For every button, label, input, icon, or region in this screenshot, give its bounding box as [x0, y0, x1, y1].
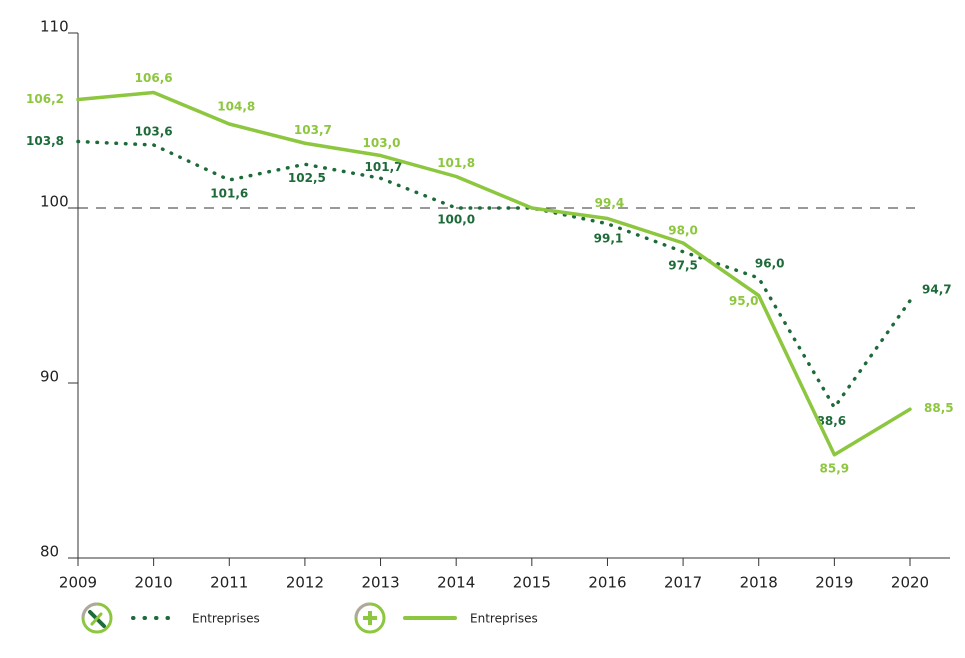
value-label: 88,6 — [817, 414, 847, 428]
value-label: 103,8 — [26, 134, 64, 148]
value-label: 94,7 — [922, 282, 952, 296]
value-label: 101,8 — [437, 156, 475, 170]
x-tick-label: 2014 — [437, 574, 475, 592]
x-tick-label: 2009 — [59, 574, 97, 592]
x-tick-label: 2015 — [513, 574, 551, 592]
value-label: 96,0 — [755, 257, 785, 271]
value-label: 103,0 — [363, 136, 401, 150]
legend-label: Entreprises — [470, 612, 538, 626]
value-label: 101,7 — [365, 160, 403, 174]
series-line — [76, 90, 912, 457]
value-label: 106,2 — [26, 92, 64, 106]
x-tick-label: 2010 — [135, 574, 173, 592]
value-label: 103,7 — [294, 123, 332, 137]
x-tick-label: 2012 — [286, 574, 324, 592]
x-tick-label: 2017 — [664, 574, 702, 592]
series-line — [76, 139, 912, 410]
y-tick-label: 90 — [40, 368, 59, 386]
value-label: 85,9 — [820, 461, 850, 475]
x-tick-label: 2019 — [815, 574, 853, 592]
x-tick-label: 2011 — [210, 574, 248, 592]
value-label: 99,4 — [595, 196, 625, 210]
y-tick-label: 110 — [40, 18, 69, 36]
legend-icon-1 — [81, 602, 113, 634]
value-label: 102,5 — [288, 171, 326, 185]
value-label: 106,6 — [135, 71, 173, 85]
value-label: 103,6 — [135, 125, 173, 139]
x-tick-label: 2013 — [361, 574, 399, 592]
legend-icon-2 — [354, 602, 386, 634]
value-label: 88,5 — [924, 401, 954, 415]
value-label: 100,0 — [437, 213, 475, 227]
legend-label: Entreprises — [192, 612, 260, 626]
value-label: 101,6 — [210, 187, 248, 201]
y-tick-label: 100 — [40, 193, 69, 211]
value-label: 95,0 — [729, 294, 759, 308]
value-label: 98,0 — [668, 224, 698, 238]
y-tick-label: 80 — [40, 543, 59, 561]
value-label: 104,8 — [217, 100, 255, 114]
value-label: 97,5 — [668, 258, 698, 272]
x-tick-label: 2020 — [891, 574, 929, 592]
x-tick-label: 2018 — [740, 574, 778, 592]
value-label: 99,1 — [594, 231, 624, 245]
x-tick-label: 2016 — [588, 574, 626, 592]
